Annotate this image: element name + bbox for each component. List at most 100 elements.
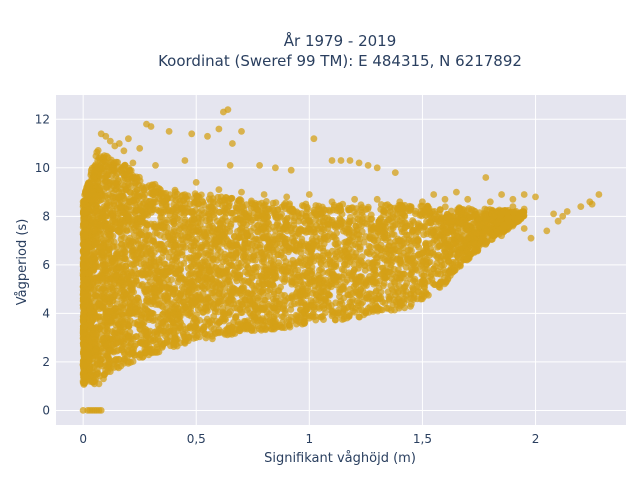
data-point: [288, 301, 295, 309]
data-point: [233, 207, 241, 215]
data-point: [237, 309, 245, 317]
data-point: [104, 220, 111, 228]
data-point: [200, 325, 208, 333]
data-point: [482, 215, 490, 222]
data-point: [376, 295, 384, 303]
data-point: [316, 274, 323, 282]
data-point: [190, 215, 198, 223]
data-point: [180, 298, 187, 306]
data-point: [475, 222, 483, 230]
data-point: [81, 263, 89, 271]
data-point: [253, 222, 261, 229]
data-point: [370, 280, 378, 288]
data-point: [391, 306, 398, 314]
data-point: [353, 231, 361, 238]
data-point: [123, 202, 131, 210]
data-point: [319, 269, 327, 276]
data-point: [187, 305, 194, 313]
data-point: [350, 261, 358, 268]
data-point: [119, 209, 127, 217]
data-point: [120, 234, 128, 242]
data-point: [213, 321, 221, 328]
data-point: [160, 327, 168, 335]
data-point: [132, 274, 140, 282]
data-point: [445, 212, 452, 220]
data-point: [209, 228, 217, 236]
data-point: [260, 296, 268, 304]
data-point: [198, 233, 206, 241]
data-point: [279, 324, 286, 331]
data-point: [312, 296, 320, 304]
data-point: [177, 324, 185, 332]
data-point: [403, 231, 411, 239]
data-point: [187, 278, 195, 285]
data-point: [345, 231, 353, 238]
data-point: [121, 329, 129, 337]
data-point: [441, 203, 449, 211]
data-point: [121, 248, 129, 256]
data-point: [436, 242, 443, 250]
data-point: [427, 271, 435, 278]
data-point: [190, 200, 198, 207]
data-point: [168, 229, 175, 237]
data-point: [118, 344, 126, 351]
data-point: [346, 285, 354, 293]
data-point: [172, 188, 179, 196]
data-point: [421, 223, 429, 230]
data-point: [282, 310, 289, 317]
data-point: [298, 309, 306, 316]
data-point: [332, 253, 340, 261]
data-point: [80, 254, 88, 262]
data-point: [376, 244, 384, 252]
data-point: [180, 285, 188, 293]
data-point: [221, 250, 229, 258]
data-point: [301, 254, 309, 262]
data-point: [154, 335, 162, 343]
data-point: [338, 300, 346, 308]
data-point: [421, 284, 428, 291]
data-point: [188, 207, 196, 215]
data-point: [193, 257, 201, 265]
data-point: [255, 325, 263, 333]
data-point: [310, 303, 318, 311]
data-point: [161, 309, 168, 316]
data-point: [254, 236, 261, 243]
data-point: [388, 275, 395, 282]
data-point: [363, 291, 371, 298]
data-point: [103, 329, 111, 336]
data-point: [401, 224, 409, 231]
data-point: [140, 319, 148, 327]
data-point: [327, 263, 335, 271]
data-point: [134, 294, 142, 302]
data-point: [207, 273, 215, 281]
data-point: [426, 240, 433, 248]
data-point: [396, 236, 404, 244]
data-point: [158, 302, 166, 310]
data-point: [225, 311, 233, 318]
data-point: [317, 260, 325, 268]
data-point: [137, 331, 145, 339]
data-point: [240, 219, 247, 226]
data-point: [298, 283, 306, 291]
data-point: [120, 171, 128, 179]
data-point: [103, 254, 111, 262]
data-point: [131, 200, 139, 207]
data-point: [447, 251, 454, 259]
data-point: [88, 222, 96, 230]
data-point: [141, 263, 149, 271]
data-point: [431, 208, 438, 215]
data-point: [208, 289, 216, 297]
data-point: [92, 241, 99, 248]
data-point: [99, 274, 107, 282]
data-point: [290, 217, 298, 225]
data-point: [103, 152, 111, 160]
data-point: [238, 244, 246, 251]
data-point: [346, 236, 354, 244]
data-point: [113, 249, 121, 257]
data-point: [210, 280, 217, 288]
data-point: [210, 211, 218, 219]
data-point: [142, 349, 150, 356]
data-point: [429, 249, 437, 256]
data-point: [181, 280, 189, 287]
data-point: [238, 200, 246, 207]
